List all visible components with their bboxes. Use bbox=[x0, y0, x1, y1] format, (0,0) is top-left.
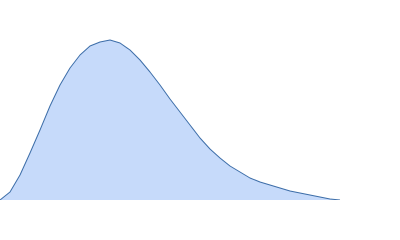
page: {"chart_data": {"type": "area", "x": [0,… bbox=[0, 39, 341, 200]
area-fill bbox=[0, 40, 340, 200]
chart bbox=[0, 39, 341, 200]
area-line bbox=[0, 39, 341, 200]
